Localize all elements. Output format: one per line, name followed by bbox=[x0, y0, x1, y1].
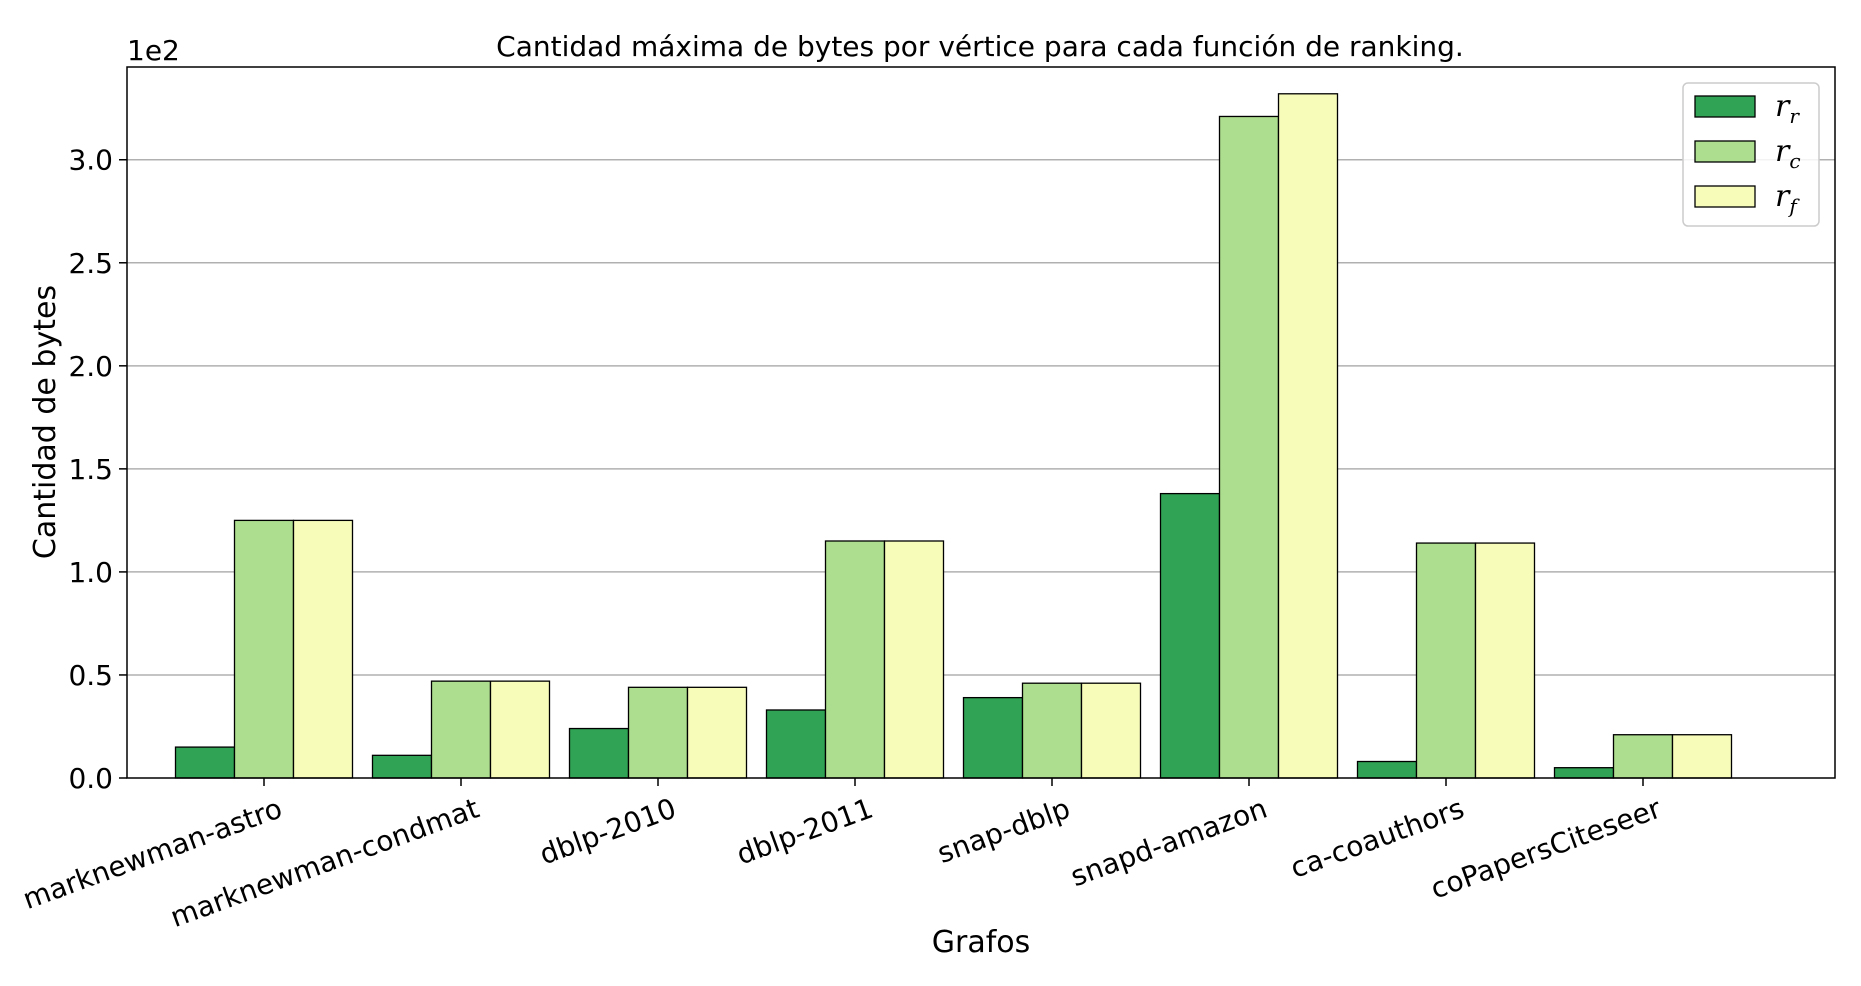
plot-frame bbox=[126, 66, 1836, 779]
bar-rr-marknewman-astro bbox=[174, 746, 236, 779]
y-tick-label: 0.0 bbox=[68, 762, 113, 795]
bar-rc-coPapersCiteseer bbox=[1612, 734, 1674, 779]
legend-swatch bbox=[1694, 185, 1756, 208]
bar-rf-ca-coauthors bbox=[1474, 542, 1536, 779]
y-axis-ticks: 0.0 0.5 1.0 1.5 2.0 2.5 3.0 bbox=[68, 144, 127, 795]
bar-rf-snapd-amazon bbox=[1277, 93, 1339, 779]
bar-rr-dblp-2010 bbox=[568, 727, 630, 779]
legend-label: rc bbox=[1775, 134, 1801, 173]
x-axis-label: Grafos bbox=[932, 925, 1031, 960]
y-axis-label: Cantidad de bytes bbox=[28, 285, 63, 559]
bar-rc-dblp-2010 bbox=[627, 686, 689, 779]
bar-rf-marknewman-astro bbox=[292, 519, 354, 779]
x-tick-label: snap-dblp bbox=[933, 792, 1074, 870]
bar-rc-marknewman-condmat bbox=[430, 680, 492, 779]
bar-rc-dblp-2011 bbox=[824, 540, 886, 779]
bar-rc-marknewman-astro bbox=[233, 519, 295, 779]
x-tick-label: snapd-amazon bbox=[1066, 792, 1271, 894]
bar-rf-dblp-2010 bbox=[686, 686, 748, 779]
bar-rr-dblp-2011 bbox=[765, 709, 827, 779]
y-tick-label: 0.5 bbox=[68, 659, 113, 692]
bar-rf-coPapersCiteseer bbox=[1671, 734, 1733, 779]
y-tick-label: 1.0 bbox=[68, 556, 113, 589]
y-tick-label: 1.5 bbox=[68, 453, 113, 486]
legend-swatch bbox=[1694, 95, 1756, 118]
y-offset-label: 1e2 bbox=[127, 34, 180, 67]
bar-rc-snap-dblp bbox=[1021, 682, 1083, 779]
bar-rc-snapd-amazon bbox=[1218, 115, 1280, 779]
bar-rf-snap-dblp bbox=[1080, 682, 1142, 779]
grid-lines bbox=[127, 158, 1835, 676]
y-tick-label: 2.0 bbox=[68, 350, 113, 383]
bar-rr-coPapersCiteseer bbox=[1553, 767, 1615, 779]
bar-rr-marknewman-condmat bbox=[371, 754, 433, 779]
chart-title: Cantidad máxima de bytes por vértice par… bbox=[496, 30, 1464, 63]
bars bbox=[174, 93, 1733, 779]
y-tick-label: 2.5 bbox=[68, 247, 113, 280]
x-tick-label: dblp-2010 bbox=[535, 792, 680, 872]
bar-rr-snap-dblp bbox=[962, 696, 1024, 779]
y-tick-label: 3.0 bbox=[68, 144, 113, 177]
bar-rr-ca-coauthors bbox=[1356, 760, 1418, 779]
x-tick-label: dblp-2011 bbox=[732, 792, 877, 872]
bar-rr-snapd-amazon bbox=[1159, 492, 1221, 779]
legend-swatch bbox=[1694, 140, 1756, 163]
bar-rf-marknewman-condmat bbox=[489, 680, 551, 779]
bar-rf-dblp-2011 bbox=[883, 540, 945, 779]
legend-label: rr bbox=[1775, 89, 1800, 128]
bar-rc-ca-coauthors bbox=[1415, 542, 1477, 779]
